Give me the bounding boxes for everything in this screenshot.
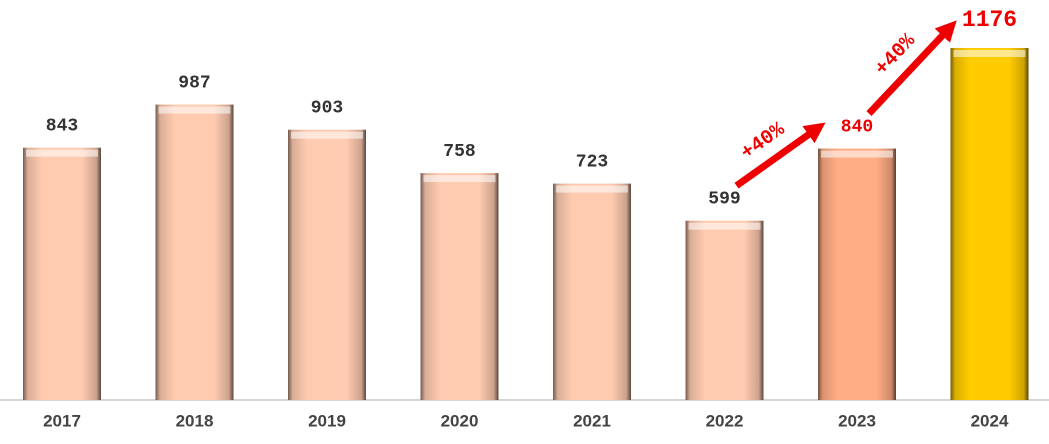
bar — [23, 147, 101, 400]
growth-arrow — [734, 122, 826, 189]
bar-cap — [688, 222, 761, 230]
growth-arrow — [866, 20, 957, 116]
bar — [155, 104, 234, 401]
bar-cap — [158, 106, 231, 114]
bar — [553, 183, 631, 400]
bar-cap — [953, 50, 1026, 57]
value-label: 758 — [443, 142, 475, 162]
value-label: 987 — [178, 73, 210, 93]
x-tick-label: 2021 — [573, 411, 611, 430]
bar — [288, 129, 366, 400]
bar-cap — [423, 175, 496, 183]
value-label: 599 — [708, 189, 740, 209]
value-label: 903 — [311, 98, 343, 118]
bar-cap — [821, 150, 893, 158]
x-tick-label: 2017 — [43, 411, 81, 430]
value-label: 843 — [46, 116, 78, 136]
bar-cap — [556, 185, 628, 193]
bar-cap — [26, 149, 98, 157]
growth-label: +40% — [871, 29, 921, 80]
bar — [818, 148, 896, 400]
growth-label: +40% — [737, 118, 790, 165]
bar — [685, 220, 764, 400]
x-tick-label: 2023 — [838, 411, 876, 430]
value-label: 1176 — [962, 7, 1017, 33]
x-tick-label: 2020 — [441, 411, 479, 430]
value-label: 840 — [841, 117, 873, 137]
bar — [420, 173, 499, 400]
x-tick-label: 2018 — [176, 411, 214, 430]
bar-cap — [291, 131, 363, 139]
value-label: 723 — [576, 152, 608, 172]
x-tick-label: 2019 — [308, 411, 346, 430]
x-tick-label: 2022 — [706, 411, 744, 430]
x-tick-label: 2024 — [971, 411, 1009, 430]
bar — [950, 48, 1029, 400]
